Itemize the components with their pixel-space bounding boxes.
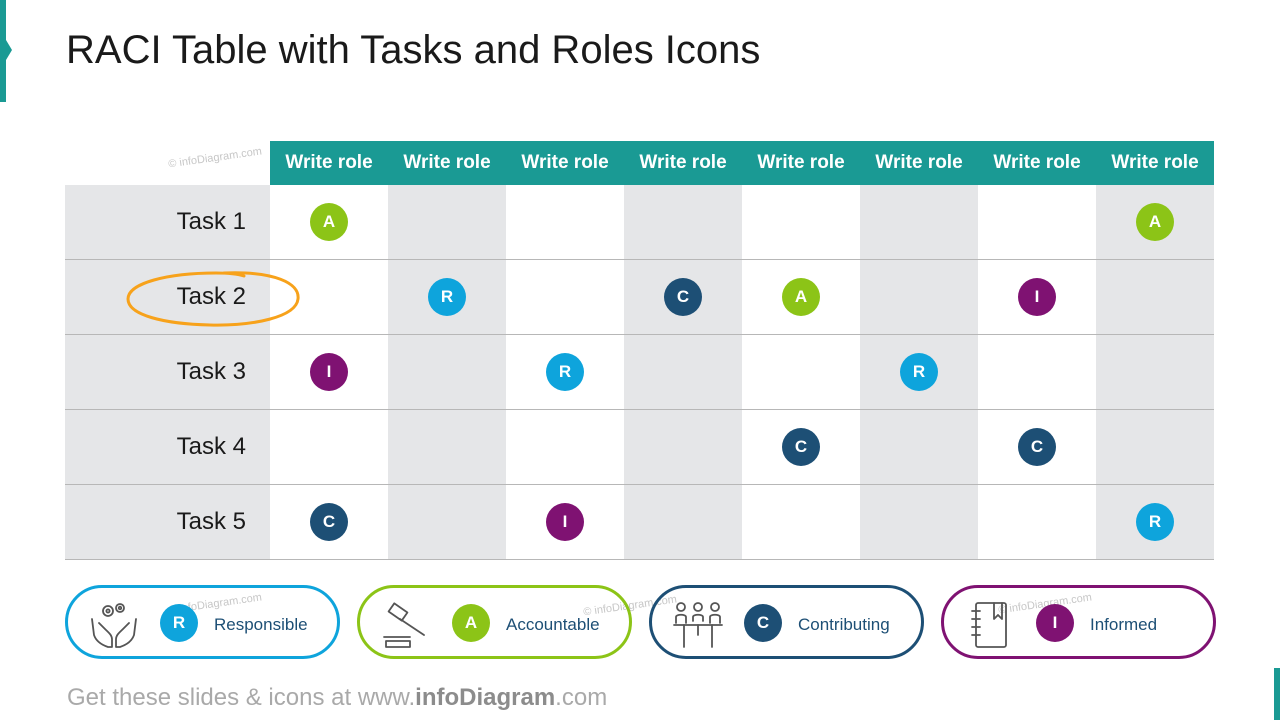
raci-table-body: Task 1 A A Task 2 R C A I Task 3 I R R Task 4 C C Task …: [65, 185, 1214, 560]
raci-cell[interactable]: [388, 334, 506, 410]
notebook-icon: [971, 602, 1007, 648]
raci-cell[interactable]: A: [1096, 185, 1214, 260]
task-row: Task 4 C C: [65, 409, 1214, 485]
raci-badge: C: [1018, 428, 1056, 466]
task-label: Task 4: [65, 409, 270, 485]
raci-cell[interactable]: [624, 409, 742, 485]
raci-cell[interactable]: [860, 185, 978, 260]
raci-cell[interactable]: C: [270, 484, 388, 560]
raci-cell[interactable]: I: [506, 484, 624, 560]
role-header[interactable]: Write role: [978, 141, 1096, 185]
raci-badge: I: [546, 503, 584, 541]
raci-cell[interactable]: [860, 409, 978, 485]
legend-badge: C: [744, 604, 782, 642]
legend-label: Informed: [1090, 615, 1158, 634]
legend-label: Contributing: [798, 615, 890, 634]
page-title: RACI Table with Tasks and Roles Icons: [66, 28, 761, 72]
raci-cell[interactable]: [742, 185, 860, 260]
raci-cell[interactable]: A: [270, 185, 388, 260]
raci-cell[interactable]: [388, 484, 506, 560]
raci-cell[interactable]: [978, 334, 1096, 410]
raci-cell[interactable]: [506, 409, 624, 485]
gavel-icon: [383, 602, 425, 648]
raci-cell[interactable]: [624, 334, 742, 410]
role-header[interactable]: Write role: [388, 141, 506, 185]
legend-responsible: R Responsible: [65, 585, 340, 659]
raci-cell[interactable]: [388, 185, 506, 260]
hands-gears-icon: [91, 603, 137, 648]
task-row: Task 2 R C A I: [65, 259, 1214, 335]
raci-badge: A: [1136, 203, 1174, 241]
raci-cell[interactable]: C: [624, 259, 742, 335]
table-corner: [65, 141, 270, 185]
role-header[interactable]: Write role: [1096, 141, 1214, 185]
raci-badge: R: [900, 353, 938, 391]
legend-badge: I: [1036, 604, 1074, 642]
raci-cell[interactable]: C: [742, 409, 860, 485]
raci-cell[interactable]: [624, 185, 742, 260]
raci-badge: A: [782, 278, 820, 316]
raci-cell[interactable]: [1096, 409, 1214, 485]
legend-label: Accountable: [506, 615, 600, 634]
raci-cell[interactable]: [270, 259, 388, 335]
task-row: Task 1 A A: [65, 185, 1214, 260]
legend-informed: I Informed: [941, 585, 1216, 659]
raci-badge: C: [664, 278, 702, 316]
right-accent-bar: [1274, 668, 1280, 720]
legend-badge: A: [452, 604, 490, 642]
role-header[interactable]: Write role: [270, 141, 388, 185]
task-label: Task 2: [65, 259, 270, 335]
legend-label: Responsible: [214, 615, 308, 634]
raci-cell[interactable]: R: [388, 259, 506, 335]
raci-cell[interactable]: [270, 409, 388, 485]
raci-cell[interactable]: [388, 409, 506, 485]
left-accent-bar: [0, 0, 12, 102]
raci-badge: A: [310, 203, 348, 241]
raci-cell[interactable]: [506, 259, 624, 335]
raci-cell[interactable]: [1096, 334, 1214, 410]
task-label: Task 3: [65, 334, 270, 410]
meeting-people-icon: [673, 602, 723, 648]
legend-accountable: A Accountable: [357, 585, 632, 659]
raci-badge: R: [428, 278, 466, 316]
raci-cell[interactable]: I: [978, 259, 1096, 335]
raci-cell[interactable]: A: [742, 259, 860, 335]
task-label: Task 5: [65, 484, 270, 560]
raci-badge: C: [310, 503, 348, 541]
raci-badge: R: [1136, 503, 1174, 541]
raci-badge: I: [310, 353, 348, 391]
raci-cell[interactable]: [742, 484, 860, 560]
raci-cell[interactable]: [978, 185, 1096, 260]
footer-suffix: .com: [555, 684, 608, 711]
role-header[interactable]: Write role: [742, 141, 860, 185]
task-row: Task 3 I R R: [65, 334, 1214, 410]
role-header[interactable]: Write role: [624, 141, 742, 185]
raci-badge: R: [546, 353, 584, 391]
legend-contributing: C Contributing: [649, 585, 924, 659]
raci-badge: I: [1018, 278, 1056, 316]
raci-cell[interactable]: [978, 484, 1096, 560]
raci-cell[interactable]: [506, 185, 624, 260]
raci-cell[interactable]: R: [506, 334, 624, 410]
raci-cell[interactable]: [860, 484, 978, 560]
task-row: Task 5 C I R: [65, 484, 1214, 560]
raci-cell[interactable]: R: [860, 334, 978, 410]
raci-cell[interactable]: [742, 334, 860, 410]
footer-prefix: Get these slides & icons at www.: [67, 684, 416, 711]
footer-brand[interactable]: infoDiagram: [415, 684, 556, 711]
raci-cell[interactable]: [860, 259, 978, 335]
raci-cell[interactable]: I: [270, 334, 388, 410]
role-header[interactable]: Write role: [860, 141, 978, 185]
legend-badge: R: [160, 604, 198, 642]
raci-cell[interactable]: [1096, 259, 1214, 335]
raci-cell[interactable]: C: [978, 409, 1096, 485]
raci-badge: C: [782, 428, 820, 466]
role-header[interactable]: Write role: [506, 141, 624, 185]
task-label: Task 1: [65, 185, 270, 260]
raci-table: Write role Write role Write role Write r…: [65, 141, 1214, 560]
role-header-row: Write role Write role Write role Write r…: [65, 141, 1214, 185]
raci-cell[interactable]: [624, 484, 742, 560]
footer-credit: Get these slides & icons at www.infoDiag…: [67, 684, 607, 712]
raci-cell[interactable]: R: [1096, 484, 1214, 560]
